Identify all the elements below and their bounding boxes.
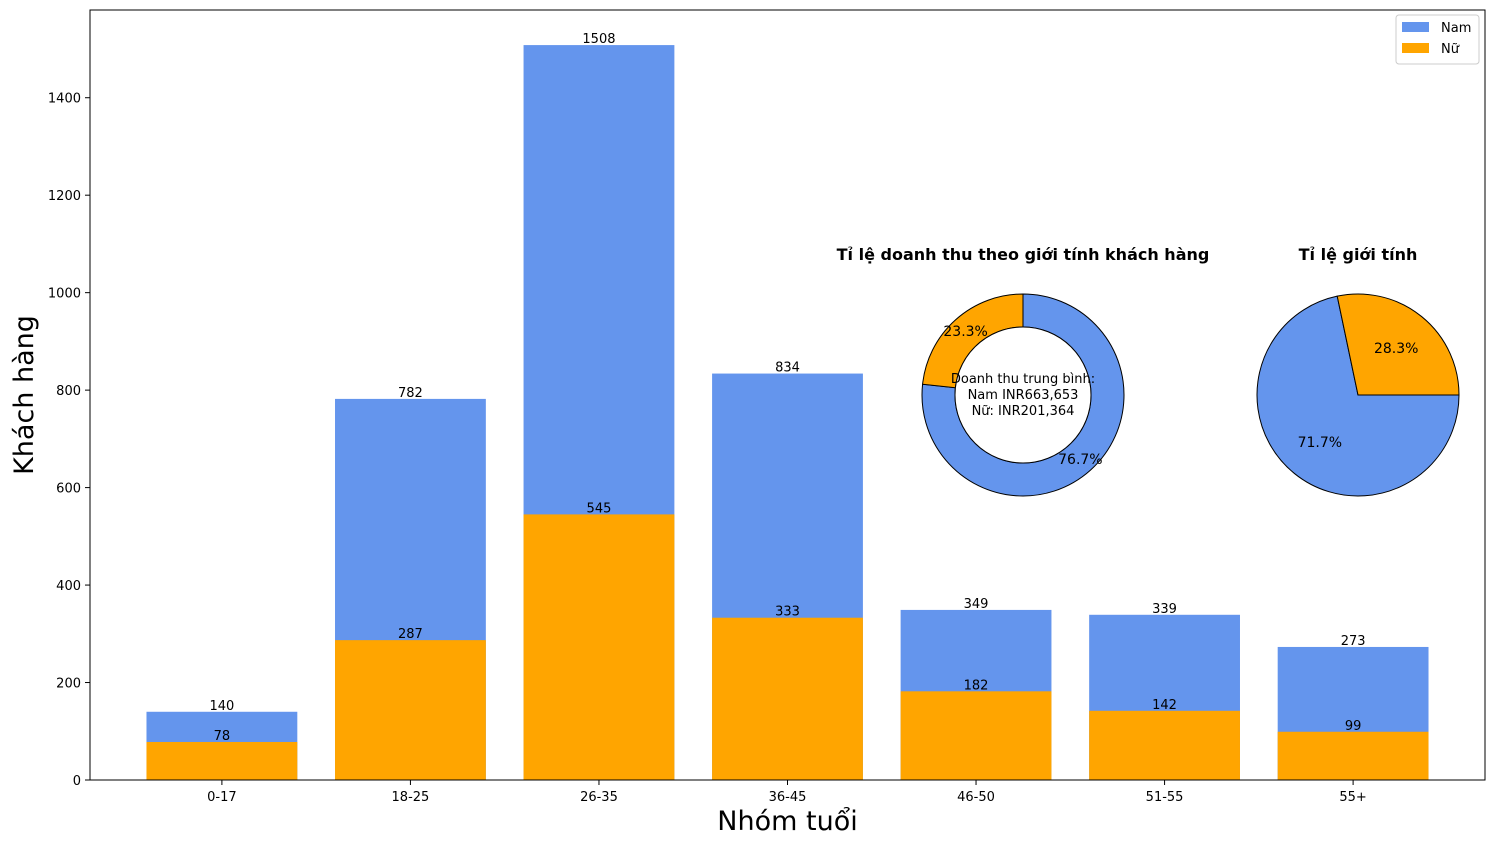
bar-nu-0-17 [146, 741, 298, 780]
data-label-nu-26-35: 545 [587, 501, 612, 516]
y-tick-label: 1400 [48, 92, 81, 107]
x-tick-label: 46-50 [957, 790, 995, 805]
x-axis-title: Nhóm tuổi [717, 806, 857, 837]
donut-pct-label-nam: 76.7% [1058, 452, 1102, 468]
data-label-nam-36-45: 834 [775, 361, 800, 376]
data-label-nu-18-25: 287 [398, 627, 423, 642]
data-label-nu-55+: 99 [1345, 719, 1362, 734]
x-tick-label: 55+ [1339, 790, 1366, 805]
legend: Nam Nữ [1395, 14, 1480, 65]
axes: 0-17 18-25 26-35 36-45 46-50 51-55 55+ 0 200 400 6… [48, 92, 1367, 805]
y-tick-label: 400 [56, 579, 81, 594]
bar-nu-55+ [1277, 731, 1429, 780]
x-tick-label: 18-25 [392, 790, 430, 805]
donut-center-text: Nữ: INR201,364 [972, 404, 1075, 419]
pie-pct-label-nam: 71.7% [1298, 435, 1342, 451]
pie-pct-label-nu: 28.3% [1374, 341, 1418, 357]
donut-center-text: Doanh thu trung bình: [951, 372, 1095, 387]
y-tick-label: 600 [56, 482, 81, 497]
y-tick-label: 200 [56, 677, 81, 692]
data-label-nam-26-35: 1508 [582, 32, 615, 47]
gender-pie-chart: Tỉ lệ giới tính 71.7% 28.3% [1256, 245, 1460, 497]
bar-chart: 140 782 1508 834 349 339 273 78 287 545 333 182 142 9… [146, 32, 1429, 780]
x-tick-label: 26-35 [580, 790, 618, 805]
x-tick-label: 36-45 [769, 790, 807, 805]
pie-slice-nu [1336, 293, 1460, 396]
data-label-nu-0-17: 78 [214, 729, 231, 744]
data-label-nu-46-50: 182 [964, 678, 989, 693]
y-tick-label: 1000 [48, 287, 81, 302]
y-tick-label: 0 [73, 774, 81, 789]
y-axis-title: Khách hàng [9, 315, 40, 475]
revenue-donut-chart: Tỉ lệ doanh thu theo giới tính khách hàn… [837, 245, 1210, 497]
pie-slice-nam [1256, 295, 1460, 497]
data-label-nu-51-55: 142 [1152, 698, 1177, 713]
data-label-nam-18-25: 782 [398, 386, 423, 401]
bar-nu-36-45 [712, 617, 863, 780]
bar-nu-51-55 [1089, 710, 1240, 780]
data-label-nam-51-55: 339 [1152, 602, 1177, 617]
bar-nu-26-35 [523, 514, 675, 780]
x-tick-label: 51-55 [1146, 790, 1184, 805]
data-label-nam-55+: 273 [1341, 634, 1366, 649]
legend-swatch-nu [1402, 43, 1429, 53]
donut-hole [954, 326, 1092, 464]
pie-title: Tỉ lệ giới tính [1299, 245, 1418, 264]
y-tick-label: 800 [56, 384, 81, 399]
bar-nu-46-50 [900, 691, 1052, 780]
data-label-nam-0-17: 140 [209, 699, 234, 714]
x-tick-label: 0-17 [207, 790, 237, 805]
donut-title: Tỉ lệ doanh thu theo giới tính khách hàn… [837, 245, 1210, 264]
data-label-nu-36-45: 333 [775, 605, 800, 620]
bar-nu-18-25 [335, 640, 486, 780]
data-label-nam-46-50: 349 [964, 597, 989, 612]
legend-label-nam: Nam [1441, 21, 1471, 36]
donut-pct-label-nu: 23.3% [943, 324, 987, 340]
legend-label-nu: Nữ [1441, 42, 1460, 57]
legend-swatch-nam [1402, 22, 1429, 32]
donut-center-text: Nam INR663,653 [968, 388, 1079, 403]
y-tick-label: 1200 [48, 189, 81, 204]
